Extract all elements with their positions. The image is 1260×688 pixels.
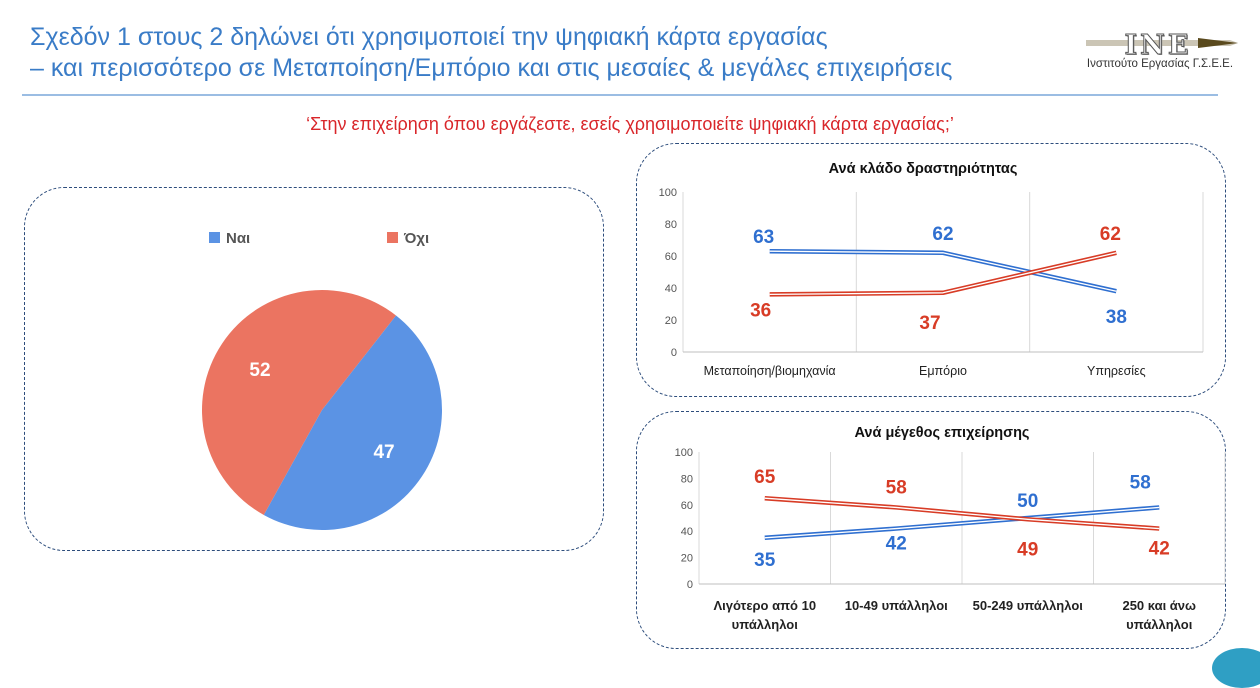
y-tick-label: 0 [687,579,693,591]
corner-decoration [1212,648,1260,688]
title-line-2: – και περισσότερο σε Μεταποίηση/Εμπόριο … [30,54,953,82]
x-category-label: Λιγότερο από 10 υπάλληλοι [713,598,816,632]
data-label-yes: 38 [1106,307,1127,328]
logo-text: INE [1124,30,1192,62]
chart-title: Ανά μέγεθος επιχείρησης [855,425,1030,441]
pie-chart: 52 47 [202,290,443,531]
pie-slice-yes [263,315,443,531]
data-label-no: 58 [886,477,907,498]
x-category-label: 250 και άνω υπάλληλοι [1122,598,1196,632]
y-tick-label: 100 [659,187,677,199]
data-label-yes: 62 [932,224,953,245]
pie-label-no: 52 [249,360,270,381]
logo-subtitle: Ινστιτούτο Εργασίας Γ.Σ.Ε.Ε. [1086,58,1234,70]
legend-swatch-no [387,232,398,243]
data-label-no: 42 [1149,539,1170,560]
data-label-no: 65 [754,467,776,488]
ine-logo: INE Ινστιτούτο Εργασίας Γ.Σ.Ε.Ε. [1080,30,1240,76]
y-tick-label: 20 [681,553,693,565]
y-tick-label: 60 [681,500,693,512]
y-tick-label: 80 [665,219,677,231]
series-line-no-inner [769,252,1117,296]
data-label-no: 37 [919,313,940,334]
legend-item-yes: Ναι [209,230,250,247]
survey-question: ‘Στην επιχείρηση όπου εργάζεστε, εσείς χ… [306,114,954,134]
series-line-yes-inner [764,506,1160,539]
data-label-yes: 35 [754,550,776,571]
pen-nib-icon [1086,38,1238,48]
data-label-no: 49 [1017,539,1038,560]
sector-chart-panel: Ανά κλάδο δραστηριότητας 0 20 40 60 80 100 Μετα… [636,143,1226,397]
series-line-yes-inner [769,250,1117,292]
data-label-no: 36 [750,300,771,321]
sector-line-chart: Ανά κλάδο δραστηριότητας 0 20 40 60 80 100 Μετα… [659,161,1204,378]
pie-chart-panel: Ναι Όχι 52 47 [24,187,604,551]
title-divider [22,94,1218,96]
data-label-yes: 50 [1017,491,1038,512]
series-line-yes-outer [769,248,1117,294]
chart-title: Ανά κλάδο δραστηριότητας [829,161,1018,177]
pie-slice-no [202,290,397,515]
series-line-no-outer [769,250,1117,297]
x-category-label: Μεταποίηση/βιομηχανία [704,364,836,378]
x-category-label: Εμπόριο [919,364,967,378]
data-label-yes: 63 [753,227,774,248]
legend-label-yes: Ναι [226,230,251,247]
data-label-yes: 42 [886,534,907,555]
size-chart-panel: Ανά μέγεθος επιχείρησης 0 20 40 60 80 100 Λιγότ… [636,411,1226,649]
title-line-1: Σχεδόν 1 στους 2 δηλώνει ότι χρησιμοποιε… [30,23,828,51]
y-tick-label: 20 [665,315,677,327]
series-line-no-inner [764,497,1160,530]
legend-item-no: Όχι [387,230,429,247]
x-category-label: 10-49 υπάλληλοι [845,598,948,613]
data-label-no: 62 [1100,224,1121,245]
legend-swatch-yes [209,232,220,243]
data-label-yes: 58 [1130,472,1151,493]
x-category-label: Υπηρεσίες [1087,364,1146,378]
y-tick-label: 40 [681,526,693,538]
page-title: Σχεδόν 1 στους 2 δηλώνει ότι χρησιμοποιε… [30,22,1050,84]
y-tick-label: 100 [675,447,693,459]
pie-label-yes: 47 [373,442,394,463]
y-tick-label: 60 [665,251,677,263]
y-tick-label: 80 [681,473,693,485]
legend-label-no: Όχι [404,230,430,247]
size-line-chart: Ανά μέγεθος επιχείρησης 0 20 40 60 80 100 Λιγότ… [675,425,1226,632]
x-category-label: 50-249 υπάλληλοι [973,598,1084,613]
y-tick-label: 0 [671,347,677,359]
y-tick-label: 40 [665,283,677,295]
